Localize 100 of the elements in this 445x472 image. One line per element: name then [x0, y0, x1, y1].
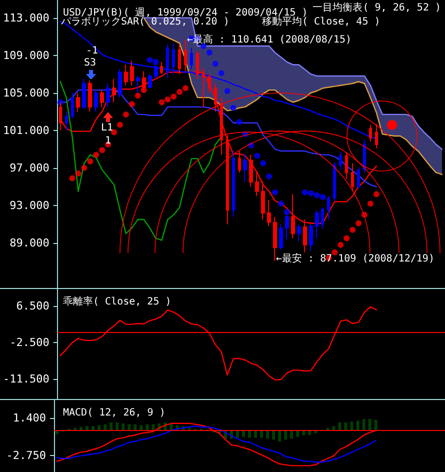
y-tick-label: 93.000: [10, 198, 50, 212]
annotation: 移動平均( Close, 45 ): [262, 16, 380, 28]
bar: [338, 422, 342, 431]
annotation: 一目均衡表( 9, 26, 52 ): [312, 2, 442, 14]
annotation: S3: [84, 58, 96, 68]
line-series: [60, 81, 222, 241]
point: [176, 88, 183, 95]
y-tick-label: -2.750: [6, 448, 46, 462]
candlestick: [238, 150, 241, 174]
point: [75, 170, 82, 177]
point: [212, 60, 218, 67]
point: [356, 220, 362, 226]
candlestick: [82, 78, 86, 110]
point: [308, 190, 314, 196]
candlestick: [232, 150, 235, 218]
annotation: ←最高 : 110.641 (2008/08/15): [187, 34, 352, 46]
line-series: [143, 17, 443, 150]
candlestick: [220, 97, 223, 156]
candlestick: [88, 80, 92, 112]
point: [302, 189, 308, 196]
annotation: ←最安 : 87.109 (2008/12/19): [276, 252, 434, 264]
candlestick: [100, 90, 104, 108]
y-tick-label: 6.500: [16, 300, 50, 313]
candlestick: [172, 42, 175, 75]
bar: [260, 430, 264, 438]
candlestick: [369, 124, 372, 142]
bar: [242, 430, 245, 437]
candlestick: [339, 151, 342, 170]
point: [236, 118, 242, 125]
y-tick-label: 109.000: [3, 48, 50, 62]
candlestick: [297, 224, 301, 242]
bar: [278, 430, 282, 442]
bar: [110, 422, 113, 431]
point: [254, 152, 260, 159]
bar: [266, 430, 270, 439]
point: [284, 209, 290, 216]
bar: [368, 418, 372, 431]
candlestick: [76, 92, 80, 112]
point: [373, 191, 380, 198]
candlestick: [118, 68, 122, 98]
candlestick: [375, 123, 378, 149]
bar: [254, 430, 258, 438]
bar: [290, 430, 294, 439]
point: [81, 164, 88, 171]
y-tick-label: 89.000: [10, 236, 50, 250]
bar: [116, 422, 119, 431]
y-tick-label: 105.000: [3, 86, 50, 100]
candlestick: [333, 162, 336, 202]
y-tick-label: -2.500: [10, 336, 50, 350]
candlestick: [130, 60, 134, 86]
point: [206, 50, 212, 56]
y-tick-label: 97.000: [10, 161, 50, 174]
point: [170, 94, 177, 100]
candlestick: [261, 180, 265, 220]
bar: [140, 425, 143, 431]
point: [224, 88, 230, 94]
point: [367, 200, 374, 207]
point: [344, 235, 350, 242]
bar: [356, 420, 360, 431]
bar: [284, 430, 288, 440]
candlestick: [279, 224, 283, 250]
bar: [296, 430, 300, 437]
candlestick: [65, 111, 68, 131]
candlestick: [166, 44, 169, 78]
point: [338, 242, 344, 248]
candlestick: [190, 47, 193, 70]
annotation: -1: [86, 46, 98, 56]
candlestick: [309, 224, 313, 251]
bar: [98, 425, 101, 431]
y-tick-label: 101.000: [3, 124, 50, 137]
bar: [122, 423, 125, 431]
y-tick-label: -11.500: [3, 372, 50, 386]
candlestick: [112, 78, 116, 103]
y-tick-label: 1.400: [12, 412, 46, 424]
bar: [362, 418, 366, 431]
candlestick: [273, 216, 277, 262]
bar: [236, 430, 239, 438]
candlestick: [243, 153, 247, 182]
candlestick: [357, 167, 360, 190]
bar: [272, 430, 276, 440]
text: 乖離率( Close, 25 ): [63, 296, 172, 308]
point: [146, 57, 153, 64]
point: [314, 192, 320, 198]
candlestick: [148, 74, 152, 89]
point: [69, 175, 76, 182]
point: [93, 152, 100, 158]
text: MACD( 12, 26, 9 ): [63, 408, 166, 418]
bar: [248, 430, 251, 438]
point: [158, 99, 165, 106]
point: [164, 96, 171, 102]
point: [218, 70, 224, 76]
point: [260, 160, 266, 166]
bar: [344, 422, 348, 431]
point: [320, 194, 326, 200]
bar: [350, 422, 354, 431]
candlestick: [267, 199, 271, 227]
candlestick: [255, 172, 259, 197]
point: [266, 173, 272, 180]
candlestick: [315, 210, 319, 239]
candlestick: [106, 82, 110, 108]
